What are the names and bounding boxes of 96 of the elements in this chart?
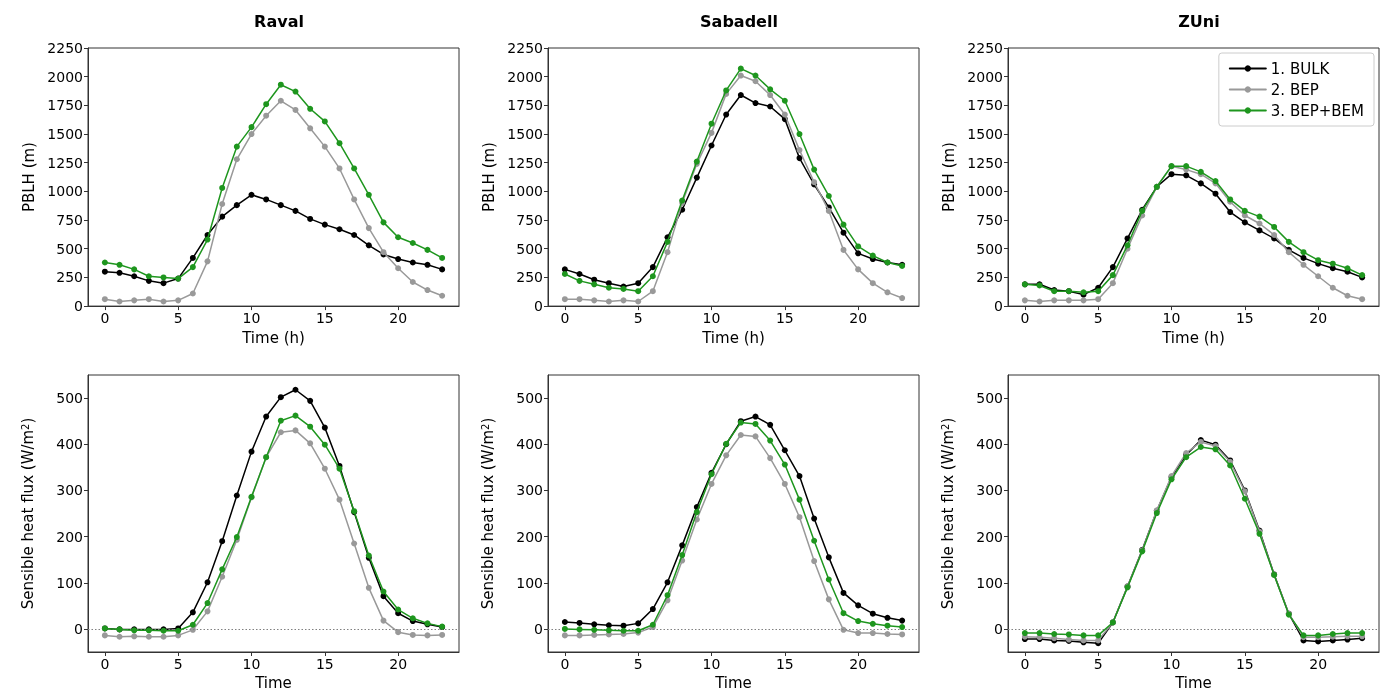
y-tick-label: 200 <box>56 528 83 545</box>
y-tick-label: 0 <box>994 298 1003 315</box>
x-axis-title: Time <box>1174 674 1212 693</box>
y-tick-label: 200 <box>516 528 543 545</box>
x-tick-label: 5 <box>1093 310 1103 327</box>
x-tick-label: 15 <box>315 310 334 327</box>
y-tick-label: 300 <box>976 482 1003 499</box>
y-axis-title: PBLH (m) <box>939 142 958 213</box>
y-tick-label: 250 <box>56 269 83 286</box>
x-tick-label: 10 <box>702 310 721 327</box>
x-axis-title: Time (h) <box>701 328 765 347</box>
y-tick-label: 0 <box>994 620 1003 637</box>
y-tick-label: 1500 <box>47 126 83 143</box>
y-tick-label: 1000 <box>967 183 1003 200</box>
y-tick-label: 1750 <box>47 97 83 114</box>
x-tick-label: 10 <box>1162 656 1181 672</box>
y-tick-label: 400 <box>976 436 1003 453</box>
x-tick-label: 10 <box>1162 310 1181 327</box>
x-tick-label: 0 <box>100 310 110 327</box>
x-tick-label: 5 <box>1093 656 1103 672</box>
y-tick-label: 2250 <box>47 40 83 56</box>
x-tick-label: 15 <box>315 656 334 672</box>
y-tick-label: 1750 <box>507 97 543 114</box>
x-tick-label: 5 <box>633 310 643 327</box>
y-tick-label: 750 <box>56 212 83 229</box>
chart-title: ZUni <box>1178 11 1220 31</box>
x-tick-label: 15 <box>1235 656 1254 672</box>
x-axis-title: Time (h) <box>241 328 305 347</box>
y-tick-label: 100 <box>976 574 1003 591</box>
y-axis-title: Sensible heat flux (W/m2) <box>939 417 957 610</box>
y-tick-label: 750 <box>516 212 543 229</box>
x-tick-label: 15 <box>1235 310 1254 327</box>
x-tick-label: 0 <box>100 656 110 672</box>
x-tick-label: 0 <box>1020 310 1030 327</box>
y-tick-label: 1500 <box>507 126 543 143</box>
y-axis-title: Sensible heat flux (W/m2) <box>19 417 37 610</box>
x-tick-label: 5 <box>173 310 183 327</box>
y-tick-label: 0 <box>534 298 543 315</box>
y-tick-label: 1250 <box>967 154 1003 171</box>
y-tick-label: 500 <box>56 240 83 257</box>
y-tick-label: 1000 <box>47 183 83 200</box>
x-tick-label: 20 <box>389 656 408 672</box>
y-tick-label: 1750 <box>967 97 1003 114</box>
y-tick-label: 300 <box>516 482 543 499</box>
x-tick-label: 0 <box>560 656 570 672</box>
legend-label: 3. BEP+BEM <box>1270 101 1364 120</box>
y-tick-label: 250 <box>516 269 543 286</box>
y-tick-label: 2000 <box>47 68 83 85</box>
y-tick-label: 2000 <box>507 68 543 85</box>
y-tick-label: 2000 <box>967 68 1003 85</box>
y-tick-label: 100 <box>516 574 543 591</box>
y-tick-label: 500 <box>56 390 83 407</box>
y-tick-label: 400 <box>516 436 543 453</box>
x-tick-label: 10 <box>242 310 261 327</box>
x-axis-title: Time <box>254 674 292 693</box>
y-axis-title: Sensible heat flux (W/m2) <box>479 417 497 610</box>
y-tick-label: 100 <box>56 574 83 591</box>
x-tick-label: 20 <box>849 310 868 327</box>
chart-title: Raval <box>254 11 304 31</box>
y-tick-label: 300 <box>56 482 83 499</box>
y-tick-label: 500 <box>516 390 543 407</box>
chart-title: Sabadell <box>700 11 778 31</box>
y-tick-label: 200 <box>976 528 1003 545</box>
y-tick-label: 0 <box>74 298 83 315</box>
y-axis-title: PBLH (m) <box>479 142 498 213</box>
y-tick-label: 2250 <box>967 40 1003 56</box>
y-axis-title: PBLH (m) <box>19 142 38 213</box>
y-tick-label: 1000 <box>507 183 543 200</box>
y-tick-label: 400 <box>56 436 83 453</box>
y-tick-label: 1250 <box>47 154 83 171</box>
y-tick-label: 500 <box>516 240 543 257</box>
x-tick-label: 5 <box>173 656 183 672</box>
y-tick-label: 2250 <box>507 40 543 56</box>
x-tick-label: 10 <box>242 656 261 672</box>
y-tick-label: 0 <box>534 620 543 637</box>
legend-label: 2. BEP <box>1270 80 1319 99</box>
x-tick-label: 10 <box>702 656 721 672</box>
y-tick-label: 500 <box>976 240 1003 257</box>
x-tick-label: 20 <box>1309 310 1328 327</box>
legend-label: 1. BULK <box>1270 59 1331 78</box>
x-tick-label: 20 <box>849 656 868 672</box>
y-tick-label: 750 <box>976 212 1003 229</box>
y-tick-label: 250 <box>976 269 1003 286</box>
x-tick-label: 20 <box>389 310 408 327</box>
x-axis-title: Time <box>714 674 752 693</box>
x-tick-label: 0 <box>560 310 570 327</box>
x-tick-label: 15 <box>775 656 794 672</box>
y-tick-label: 500 <box>976 390 1003 407</box>
x-axis-title: Time (h) <box>1161 328 1225 347</box>
x-tick-label: 5 <box>633 656 643 672</box>
y-tick-label: 1500 <box>967 126 1003 143</box>
x-tick-label: 15 <box>775 310 794 327</box>
y-tick-label: 0 <box>74 620 83 637</box>
x-tick-label: 20 <box>1309 656 1328 672</box>
x-tick-label: 0 <box>1020 656 1030 672</box>
y-tick-label: 1250 <box>507 154 543 171</box>
